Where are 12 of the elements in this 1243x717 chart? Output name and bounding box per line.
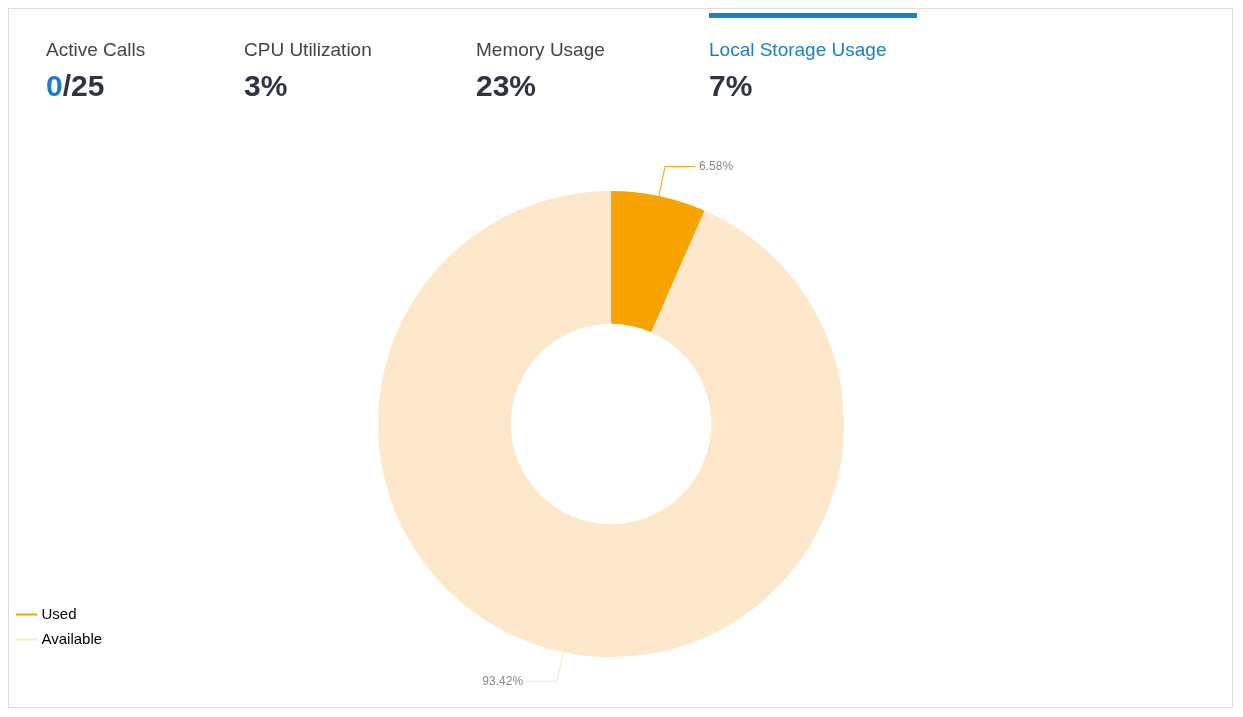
text: CPU Utilization [244,39,372,61]
text: Memory Usage [476,39,605,61]
legend-label: Used [41,604,77,622]
text: Local Storage Usage [709,39,887,61]
data-label: 93.42% [482,673,524,688]
text: 23% [476,69,538,103]
text: 3% [244,69,289,103]
data-label: 6.58% [699,158,734,173]
text: Active Calls [46,39,146,61]
text: 0/25 [46,69,106,103]
legend-label: Available [41,629,103,647]
text: 7% [709,69,754,103]
